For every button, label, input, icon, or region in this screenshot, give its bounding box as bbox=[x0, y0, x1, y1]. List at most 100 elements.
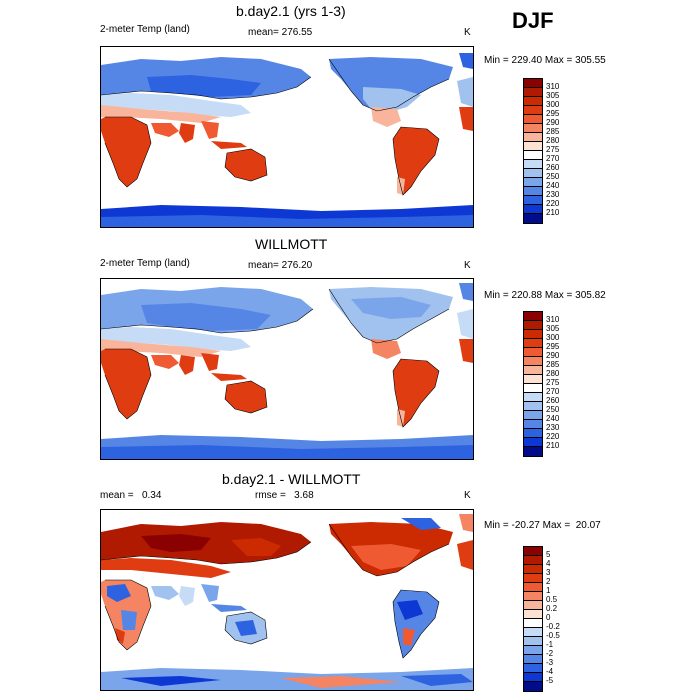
panel-variable-label-obs: 2-meter Temp (land) bbox=[100, 258, 190, 269]
colorbar-tick-label: -2 bbox=[546, 649, 554, 658]
map-obs bbox=[100, 278, 474, 460]
colorbar-swatch bbox=[524, 348, 542, 357]
colorbar-tick-label: 220 bbox=[546, 432, 560, 441]
colorbar-tick-label: 285 bbox=[546, 360, 560, 369]
colorbar-swatch bbox=[524, 565, 542, 574]
colorbar-swatch bbox=[524, 420, 542, 429]
panel-title-obs: WILLMOTT bbox=[255, 236, 328, 252]
colorbar-swatch bbox=[524, 447, 542, 456]
colorbar-tick-label: 275 bbox=[546, 378, 560, 387]
colorbar-tick-label: 210 bbox=[546, 441, 560, 450]
panel-title-model: b.day2.1 (yrs 1-3) bbox=[236, 3, 346, 19]
panel-title-diff: b.day2.1 - WILLMOTT bbox=[222, 471, 361, 487]
panel-minmax-model: Min = 229.40 Max = 305.55 bbox=[484, 55, 606, 66]
colorbar-swatch bbox=[524, 601, 542, 610]
colorbar-tick-label: 275 bbox=[546, 145, 560, 154]
colorbar-tick-label: 300 bbox=[546, 100, 560, 109]
colorbar-tick-label: 0.2 bbox=[546, 604, 558, 613]
colorbar-tick-label: -0.2 bbox=[546, 622, 560, 631]
colorbar-swatch bbox=[524, 375, 542, 384]
map-model bbox=[100, 46, 474, 228]
colorbar-swatch bbox=[524, 610, 542, 619]
colorbar-tick-label: 5 bbox=[546, 550, 551, 559]
colorbar-swatch bbox=[524, 637, 542, 646]
colorbar-swatch bbox=[524, 619, 542, 628]
colorbar-swatch bbox=[524, 393, 542, 402]
colorbar-tick-label: 260 bbox=[546, 396, 560, 405]
colorbar-swatch bbox=[524, 429, 542, 438]
colorbar-tick-label: -5 bbox=[546, 676, 554, 685]
colorbar-tick-label: -4 bbox=[546, 667, 554, 676]
colorbar-swatch bbox=[524, 133, 542, 142]
colorbar-tick-label: 260 bbox=[546, 163, 560, 172]
colorbar-tick-label: -3 bbox=[546, 658, 554, 667]
colorbar-tick-label: 305 bbox=[546, 324, 560, 333]
colorbar-swatch bbox=[524, 312, 542, 321]
colorbar-swatch bbox=[524, 196, 542, 205]
colorbar-swatch bbox=[524, 547, 542, 556]
colorbar-tick-label: 0 bbox=[546, 613, 551, 622]
colorbar-swatch bbox=[524, 682, 542, 691]
colorbar-tick-label: 220 bbox=[546, 199, 560, 208]
colorbar-tick-label: 2 bbox=[546, 577, 551, 586]
colorbar-tick-label: 310 bbox=[546, 315, 560, 324]
colorbar-swatch bbox=[524, 169, 542, 178]
panel-units-model: K bbox=[464, 27, 471, 38]
colorbar-tick-label: -0.5 bbox=[546, 631, 560, 640]
colorbar-tick-label: 285 bbox=[546, 127, 560, 136]
colorbar-swatch bbox=[524, 402, 542, 411]
colorbar-swatch bbox=[524, 384, 542, 393]
colorbar-tick-label: 3 bbox=[546, 568, 551, 577]
colorbar-swatch bbox=[524, 106, 542, 115]
map-diff bbox=[100, 509, 474, 691]
panel-units-diff: K bbox=[464, 490, 471, 501]
colorbar-swatch bbox=[524, 97, 542, 106]
panel-variable-label-model: 2-meter Temp (land) bbox=[100, 24, 190, 35]
colorbar-swatch bbox=[524, 321, 542, 330]
colorbar-tick-label: 230 bbox=[546, 423, 560, 432]
colorbar-tick-label: -1 bbox=[546, 640, 554, 649]
colorbar-swatch bbox=[524, 124, 542, 133]
panel-minmax-diff: Min = -20.27 Max = 20.07 bbox=[484, 520, 601, 531]
panel-units-obs: K bbox=[464, 260, 471, 271]
colorbar-tick-label: 0.5 bbox=[546, 595, 558, 604]
colorbar-swatch bbox=[524, 646, 542, 655]
season-label: DJF bbox=[512, 8, 554, 33]
colorbar-swatch bbox=[524, 438, 542, 447]
colorbar-swatch bbox=[524, 79, 542, 88]
colorbar-tick-label: 280 bbox=[546, 136, 560, 145]
colorbar-swatch bbox=[524, 655, 542, 664]
colorbar-swatch bbox=[524, 151, 542, 160]
colorbar-tick-label: 4 bbox=[546, 559, 551, 568]
colorbar-swatch bbox=[524, 583, 542, 592]
colorbar-tick-label: 305 bbox=[546, 91, 560, 100]
colorbar-tick-label: 290 bbox=[546, 118, 560, 127]
colorbar-tick-label: 300 bbox=[546, 333, 560, 342]
colorbar-tick-label: 270 bbox=[546, 387, 560, 396]
colorbar-tick-label: 210 bbox=[546, 208, 560, 217]
colorbar-tick-label: 295 bbox=[546, 109, 560, 118]
colorbar-swatch bbox=[524, 187, 542, 196]
colorbar-swatch bbox=[524, 330, 542, 339]
colorbar-tick-label: 250 bbox=[546, 405, 560, 414]
colorbar-swatch bbox=[524, 673, 542, 682]
colorbar-tick-label: 230 bbox=[546, 190, 560, 199]
colorbar-swatch bbox=[524, 556, 542, 565]
colorbar-tick-label: 240 bbox=[546, 181, 560, 190]
colorbar-tick-label: 310 bbox=[546, 82, 560, 91]
colorbar-swatch bbox=[524, 411, 542, 420]
colorbar-obs bbox=[523, 311, 543, 457]
colorbar-tick-label: 290 bbox=[546, 351, 560, 360]
colorbar-swatch bbox=[524, 664, 542, 673]
colorbar-diff bbox=[523, 546, 543, 692]
colorbar-swatch bbox=[524, 160, 542, 169]
panel-mean-obs: mean= 276.20 bbox=[248, 260, 313, 271]
colorbar-tick-label: 280 bbox=[546, 369, 560, 378]
colorbar-swatch bbox=[524, 357, 542, 366]
colorbar-swatch bbox=[524, 142, 542, 151]
colorbar-swatch bbox=[524, 339, 542, 348]
panel-mean-diff: mean = 0.34 bbox=[100, 490, 162, 501]
colorbar-tick-label: 250 bbox=[546, 172, 560, 181]
panel-rmse-diff: rmse = 3.68 bbox=[255, 490, 314, 501]
colorbar-swatch bbox=[524, 574, 542, 583]
